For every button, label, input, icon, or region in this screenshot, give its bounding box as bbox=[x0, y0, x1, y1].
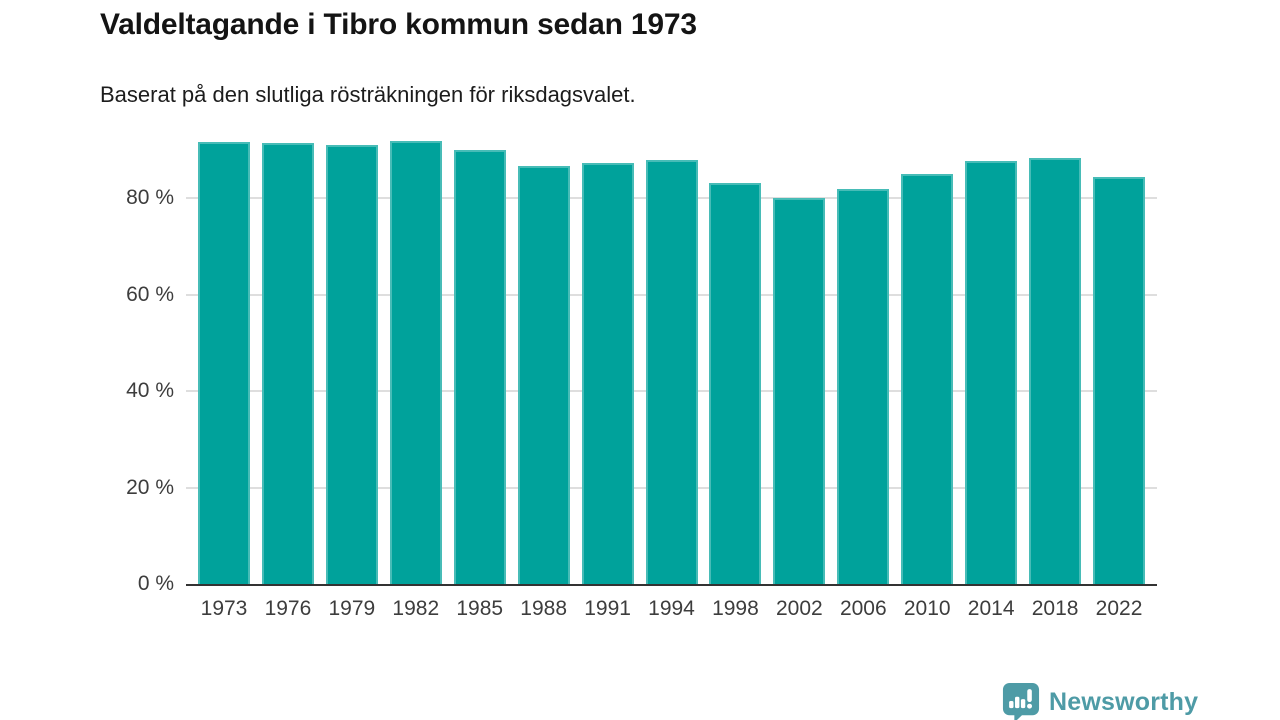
chart-title: Valdeltagande i Tibro kommun sedan 1973 bbox=[100, 8, 697, 41]
newsworthy-brand-name: Newsworthy bbox=[1049, 687, 1199, 716]
x-tick-label-1979: 1979 bbox=[328, 597, 376, 620]
bar-1973 bbox=[198, 142, 250, 584]
bar-1976 bbox=[261, 142, 314, 584]
bar-2022 bbox=[1093, 176, 1146, 584]
bar-1982 bbox=[389, 140, 442, 584]
chart-subtitle: Baserat på den slutliga rösträkningen fö… bbox=[100, 82, 636, 107]
bar-1994 bbox=[645, 160, 698, 584]
bar-2002 bbox=[773, 197, 826, 584]
bar-1991 bbox=[581, 163, 634, 584]
bar-1998 bbox=[709, 183, 762, 584]
x-axis-line bbox=[186, 584, 1157, 586]
bar-2006 bbox=[837, 188, 890, 584]
bar-2018 bbox=[1029, 157, 1082, 584]
y-tick-label-60: 60 % bbox=[126, 282, 174, 306]
bar-1979 bbox=[325, 145, 378, 584]
plot-area bbox=[186, 102, 1157, 586]
y-tick-label-40: 40 % bbox=[126, 379, 174, 403]
x-tick-label-1991: 1991 bbox=[584, 597, 631, 620]
x-tick-label-1982: 1982 bbox=[392, 597, 440, 620]
x-tick-label-1988: 1988 bbox=[520, 597, 567, 620]
x-tick-label-2010: 2010 bbox=[903, 597, 951, 620]
bar-2010 bbox=[901, 173, 954, 584]
y-tick-label-0: 0 % bbox=[137, 572, 174, 595]
newsworthy-logo-icon bbox=[1002, 683, 1040, 720]
x-tick-label-1973: 1973 bbox=[200, 597, 248, 620]
x-tick-label-1985: 1985 bbox=[456, 597, 504, 620]
bar-1985 bbox=[453, 149, 506, 584]
bar-1988 bbox=[517, 165, 570, 584]
x-tick-label-2006: 2006 bbox=[839, 597, 887, 620]
x-tick-label-2014: 2014 bbox=[967, 597, 1015, 620]
newsworthy-brand: Newsworthy bbox=[1002, 682, 1198, 720]
bar-2014 bbox=[965, 160, 1018, 584]
x-tick-label-1998: 1998 bbox=[712, 597, 759, 620]
x-tick-label-1994: 1994 bbox=[648, 597, 695, 620]
x-tick-label-2018: 2018 bbox=[1031, 597, 1079, 620]
x-tick-label-2002: 2002 bbox=[776, 597, 823, 620]
y-tick-label-80: 80 % bbox=[126, 186, 174, 210]
x-tick-label-2022: 2022 bbox=[1095, 597, 1143, 620]
x-tick-label-1976: 1976 bbox=[264, 597, 312, 620]
y-tick-label-20: 20 % bbox=[126, 475, 174, 499]
